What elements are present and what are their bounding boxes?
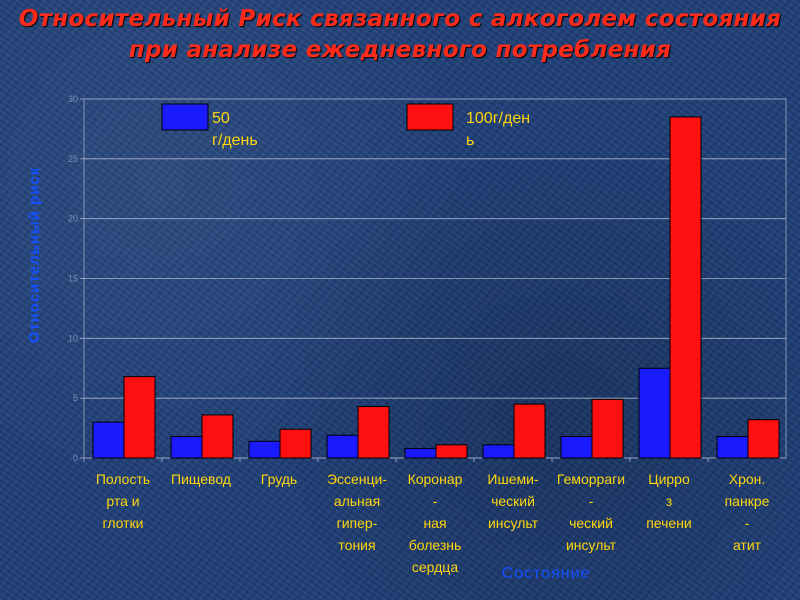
- legend-swatch-100g: [406, 103, 454, 131]
- bar-100g: [279, 428, 312, 459]
- bar-100g: [435, 444, 468, 459]
- y-tick-label: 5: [73, 393, 78, 403]
- bar-50g: [482, 444, 515, 459]
- x-tick-label: Хрон. панкре -атит: [725, 471, 770, 553]
- x-tick-label: Пищевод: [171, 471, 231, 487]
- x-tick-label: Коронар -ная болезнь сердца: [408, 471, 463, 575]
- legend-label-50g: 50 г/день: [212, 110, 258, 149]
- chart-title: Относительный Риск связанного с алкоголе…: [18, 6, 782, 63]
- bar-100g: [123, 376, 156, 459]
- x-category-labels: Полость рта и глотки Пищевод Грудь Эссенци-ал…: [96, 471, 770, 575]
- bar-50g: [170, 435, 203, 459]
- bar-50g: [92, 421, 125, 459]
- bar-50g: [248, 440, 281, 459]
- legend-swatch-50g: [161, 103, 209, 131]
- bar-100g: [669, 116, 702, 459]
- y-tick-label: 0: [73, 453, 78, 463]
- bar-100g: [357, 406, 390, 459]
- x-axis-label: Состояние: [502, 565, 591, 582]
- y-axis-label: Относительный риск: [26, 167, 43, 344]
- legend: 50 г/день 100г/ден ь: [161, 103, 530, 149]
- bar-100g: [747, 419, 780, 459]
- bar-50g: [326, 434, 359, 459]
- bar-50g: [716, 435, 749, 459]
- y-tick-label: 30: [68, 94, 78, 104]
- x-tick-label: Эссенци-альная гипер-тония: [327, 471, 387, 553]
- x-tick-label: Грудь: [261, 471, 297, 487]
- y-tick-label: 10: [68, 333, 78, 343]
- y-tick-label: 15: [68, 274, 78, 284]
- bars: [92, 116, 780, 459]
- bar-50g: [638, 367, 671, 459]
- y-tick-label: 20: [68, 214, 78, 224]
- legend-label-100g: 100г/ден ь: [466, 110, 530, 149]
- bar-100g: [513, 403, 546, 459]
- y-tick-label: 25: [68, 154, 78, 164]
- bar-50g: [560, 435, 593, 459]
- bar-100g: [591, 398, 624, 459]
- x-tick-label: Геморраги -ческий инсульт: [557, 471, 625, 553]
- y-tick-labels: 0 5 10 15 20 25 30: [68, 94, 78, 463]
- x-tick-label: Полость рта и глотки: [96, 471, 150, 531]
- x-tick-label: Ишеми-ческий инсульт: [487, 471, 539, 531]
- bar-50g: [404, 447, 437, 459]
- bar-100g: [201, 414, 234, 459]
- x-tick-label: Цирро з печени: [646, 471, 692, 531]
